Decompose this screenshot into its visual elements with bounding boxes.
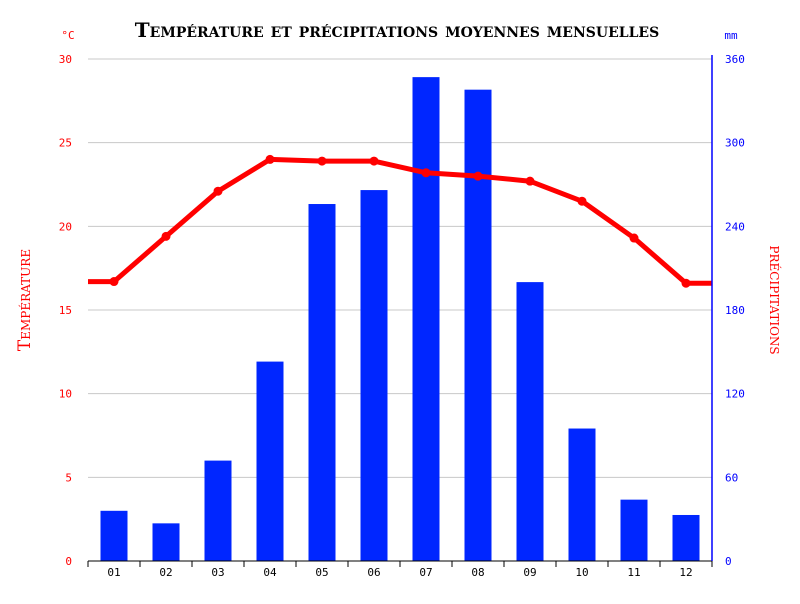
precipitation-bars — [100, 77, 700, 562]
left-tick-label: 25 — [59, 137, 72, 150]
precipitation-bar — [100, 510, 128, 561]
precipitation-bar — [308, 204, 336, 561]
x-tick-label: 02 — [159, 566, 172, 579]
x-tick-label: 07 — [419, 566, 432, 579]
precipitation-bar — [360, 190, 388, 562]
precipitation-bar — [204, 460, 232, 561]
right-tick-label: 0 — [725, 555, 732, 568]
precipitation-bar — [256, 361, 284, 561]
gridlines — [88, 58, 712, 478]
x-tick-label: 08 — [471, 566, 484, 579]
x-tick-label: 11 — [627, 566, 640, 579]
temperature-point — [369, 156, 379, 166]
precipitation-bar — [412, 77, 440, 561]
temperature-point — [681, 278, 691, 288]
right-tick-label: 120 — [725, 388, 745, 401]
precipitation-bar — [516, 282, 544, 561]
temperature-point — [109, 277, 119, 287]
right-axis-title: précipitations — [765, 245, 785, 354]
precipitation-bar — [464, 89, 492, 561]
temperature-point — [317, 156, 327, 166]
temperature-point — [265, 154, 275, 164]
right-tick-label: 60 — [725, 471, 738, 484]
left-tick-label: 0 — [65, 555, 72, 568]
precipitation-bar — [620, 499, 648, 561]
x-tick-label: 03 — [211, 566, 224, 579]
temperature-point — [629, 233, 639, 243]
x-tick-label: 09 — [523, 566, 536, 579]
precipitation-bar — [152, 523, 180, 561]
x-tick-label: 05 — [315, 566, 328, 579]
right-axis-unit: mm — [724, 29, 738, 42]
chart-title: Température et précipitations moyennes m… — [135, 18, 659, 42]
right-tick-label: 240 — [725, 220, 745, 233]
temperature-point — [525, 176, 535, 186]
x-tick-label: 06 — [367, 566, 380, 579]
temperature-point — [161, 231, 171, 241]
x-tick-label: 12 — [679, 566, 692, 579]
left-tick-label: 10 — [59, 388, 72, 401]
right-tick-label: 300 — [725, 137, 745, 150]
temperature-line — [88, 154, 712, 288]
left-tick-label: 5 — [65, 471, 72, 484]
temperature-point — [577, 196, 587, 206]
left-axis-unit: °C — [61, 29, 74, 42]
temperature-line-path — [88, 156, 712, 286]
x-tick-label: 10 — [575, 566, 588, 579]
left-axis-title: Température — [15, 249, 35, 351]
left-tick-label: 15 — [59, 304, 72, 317]
right-tick-label: 360 — [725, 53, 745, 66]
left-tick-label: 20 — [59, 220, 72, 233]
precipitation-bar — [672, 514, 700, 561]
temperature-point — [421, 168, 431, 178]
right-tick-label: 180 — [725, 304, 745, 317]
x-tick-label: 01 — [107, 566, 120, 579]
x-tick-label: 04 — [263, 566, 277, 579]
temperature-point — [213, 186, 223, 196]
left-tick-label: 30 — [59, 53, 72, 66]
temperature-point — [473, 171, 483, 181]
precipitation-bar — [568, 428, 596, 561]
